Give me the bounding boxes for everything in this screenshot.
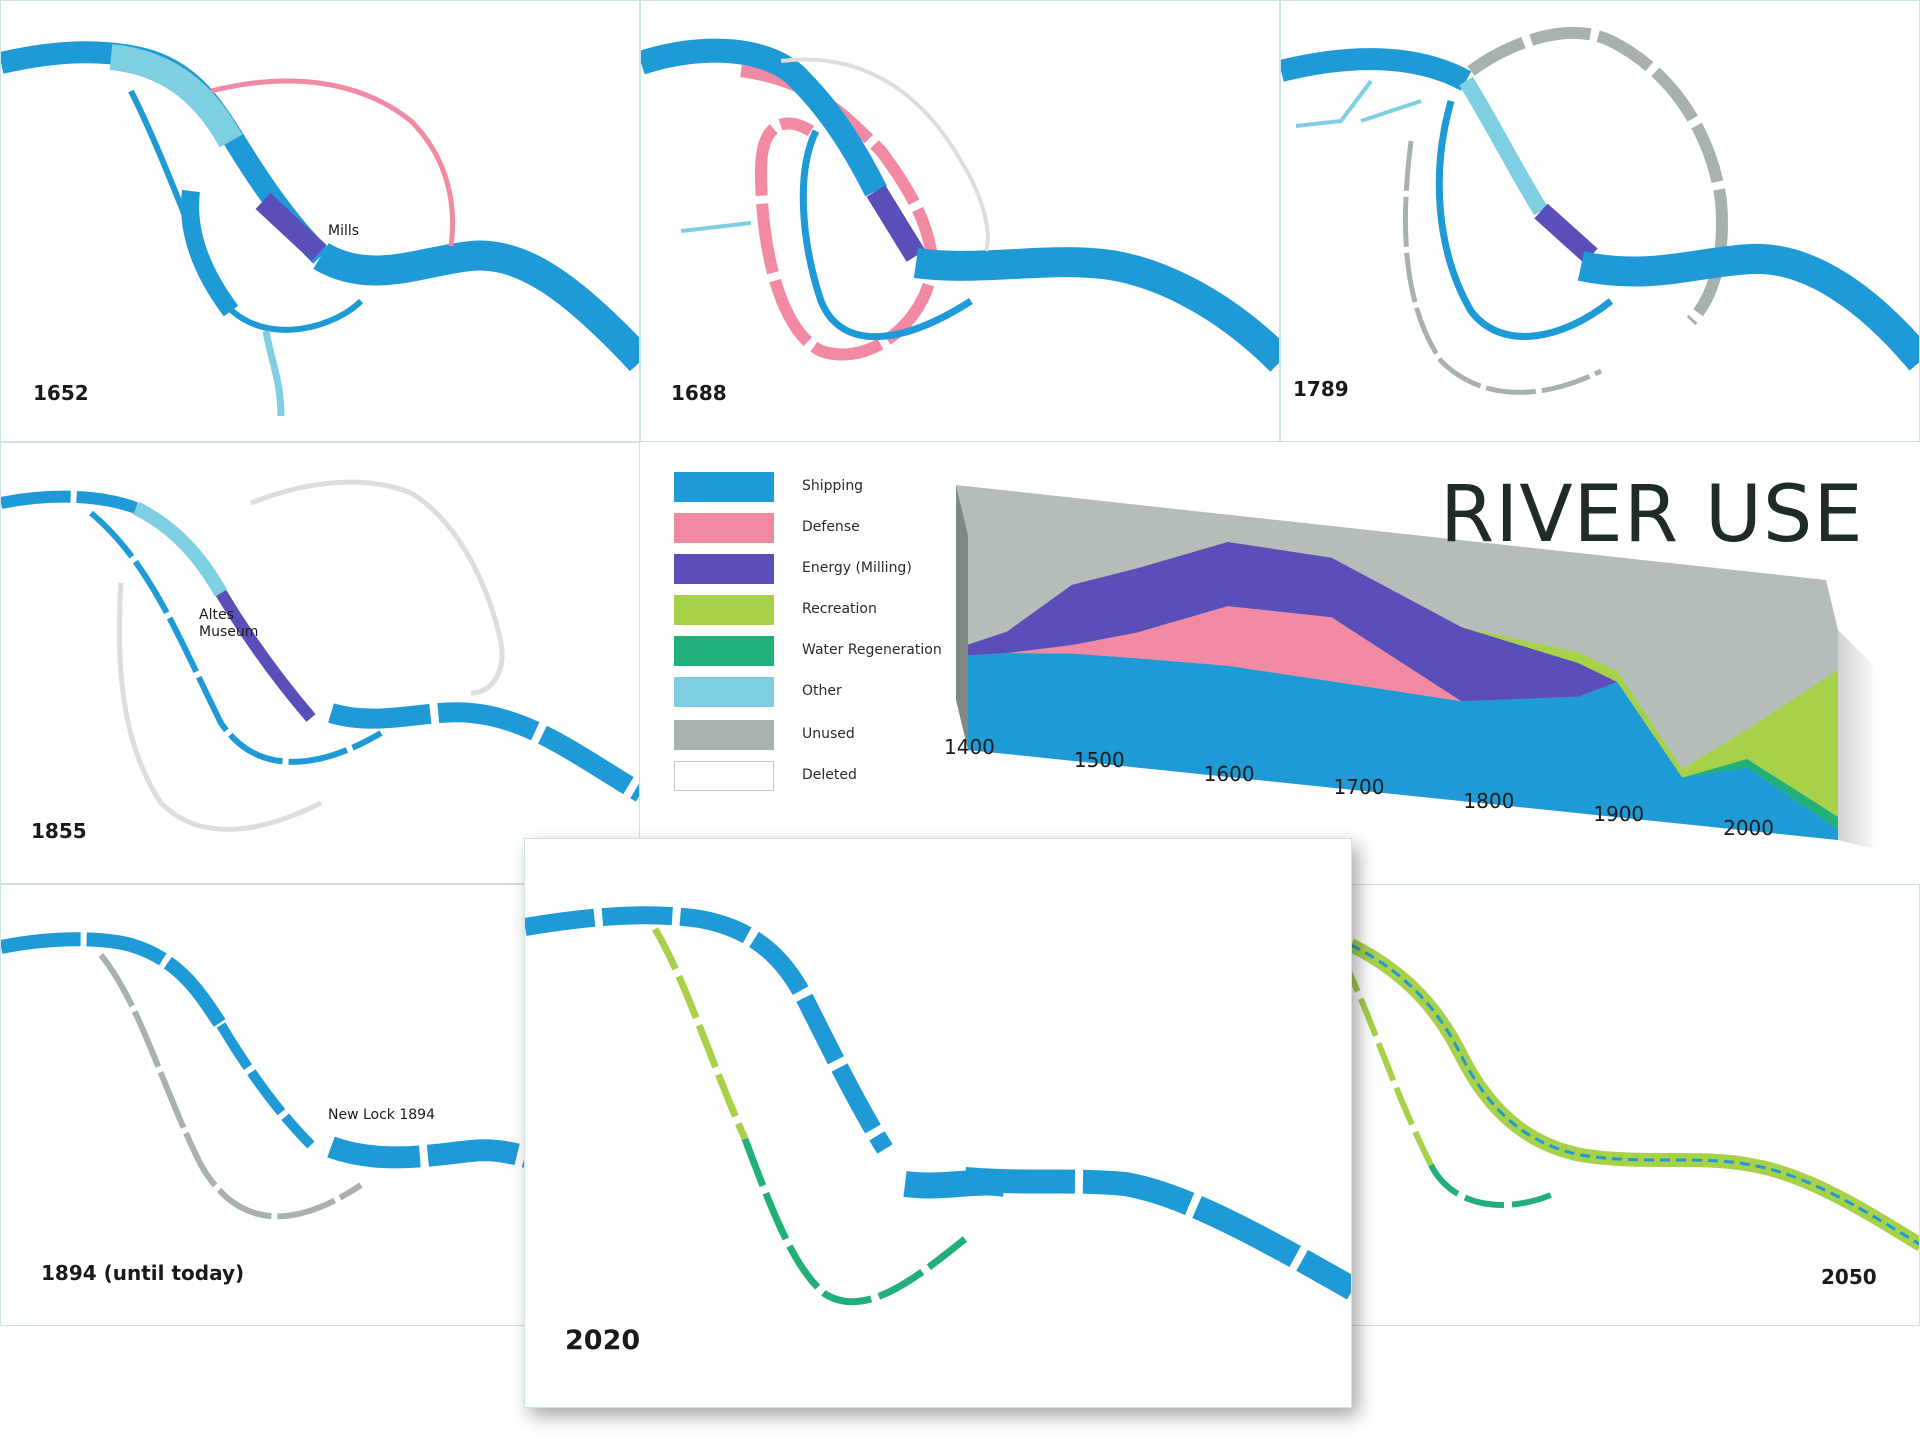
annotation-mills: Mills [328,223,360,239]
regeneration-canal [741,1137,968,1306]
other-segment [132,501,228,597]
legend-item-unused: Unused [674,720,1014,750]
legend-item-defense: Defense [674,513,1014,543]
main-river-mid [216,1022,315,1149]
map-1688-drawing [641,38,1279,372]
map-1789-drawing [1281,27,1919,395]
main-river [1,932,227,1029]
legend-label-shipping: Shipping [802,478,864,494]
shipping-line [1350,943,1919,1246]
main-river [1281,48,1472,91]
chart-x-tick: 2000 [1723,815,1774,840]
legend-swatch-deleted [674,761,774,791]
other-canal [262,330,285,417]
map-1688-panel: 1688 [640,0,1280,442]
chart-x-tick: 1600 [1203,761,1255,786]
year-label-1855: 1855 [31,819,87,843]
legend-label-defense: Defense [802,519,860,535]
chart-title: RIVER USE [1440,470,1864,560]
recreation-canal [651,927,749,1141]
map-1652-panel: Mills 1652 [0,0,640,442]
legend-item-shipping: Shipping [674,472,1014,502]
map-1855-panel: Altes Museum 1855 [0,442,640,884]
legend-label-energy: Energy (Milling) [802,560,912,576]
year-label-1652: 1652 [33,381,89,405]
year-label-2050: 2050 [1821,1265,1877,1289]
annotation-new-lock: New Lock 1894 [328,1107,435,1123]
island-branch [181,189,239,317]
chart-x-tick: 1800 [1463,788,1515,813]
regeneration-canal [1428,1163,1553,1208]
main-river [1,490,139,514]
energy-segment [1534,203,1598,264]
map-2050-panel: 2050 [1280,884,1920,1326]
deleted-wall [780,57,990,252]
year-label-2020: 2020 [565,1325,641,1356]
main-river-east [328,702,639,802]
legend-item-recreation: Recreation [674,595,1014,625]
legend-label-water-regeneration: Water Regeneration [802,642,942,658]
legend-swatch-other [674,677,774,707]
legend-label-recreation: Recreation [802,601,877,617]
energy-segment [866,185,926,262]
defense-wall [210,78,456,247]
side-canal [128,89,364,333]
deleted-canal [116,582,323,832]
chart-x-tick: 1900 [1593,802,1645,827]
legend-item-other: Other [674,677,1014,707]
map-2050-drawing [1338,938,1919,1252]
energy-mills-segment [255,192,327,262]
deleted-wall [250,479,505,696]
chart-x-tick: 1700 [1333,775,1385,800]
legend-item-water-regeneration: Water Regeneration [674,636,1014,666]
main-river-east [313,240,639,372]
main-river-east [964,1167,1351,1300]
other-river-segment [109,44,243,148]
recreation-river [1347,938,1919,1252]
energy-segment [215,589,316,722]
legend-item-deleted: Deleted [674,761,1014,791]
legend-item-energy: Energy (Milling) [674,554,1014,584]
legend-swatch-energy [674,554,774,584]
legend-swatch-water-regeneration [674,636,774,666]
map-2020-drawing [525,906,1351,1306]
map-1652-drawing [1,41,639,417]
other-canals [1295,79,1422,128]
legend-swatch-shipping [674,472,774,502]
other-segment [1459,76,1548,216]
year-label-1688: 1688 [671,381,727,405]
main-river-east [1577,243,1919,371]
legend-swatch-unused [674,720,774,750]
unused-canal [1402,140,1603,395]
legend-label-unused: Unused [802,726,855,742]
side-canal [799,129,973,341]
other-canal [680,221,752,233]
chart-x-tick: 1500 [1073,748,1125,773]
unused-canal [98,953,363,1220]
main-river [525,906,893,1154]
side-canal [89,510,383,765]
map-2020-panel: 2020 [524,838,1352,1408]
year-label-1894: 1894 (until today) [41,1261,245,1285]
annotation-altes-museum: Altes Museum [199,607,259,640]
main-river [641,38,887,197]
chart-x-tick: 1400 [944,735,995,759]
year-label-1789: 1789 [1293,377,1349,401]
map-1855-drawing [1,479,639,832]
legend-swatch-recreation [674,595,774,625]
legend-swatch-defense [674,513,774,543]
harbor-basin [903,1169,1008,1199]
legend-label-deleted: Deleted [802,767,857,783]
side-canal [1435,100,1614,340]
legend-label-other: Other [802,683,842,699]
main-river-east [913,247,1279,372]
map-1789-panel: 1789 [1280,0,1920,442]
